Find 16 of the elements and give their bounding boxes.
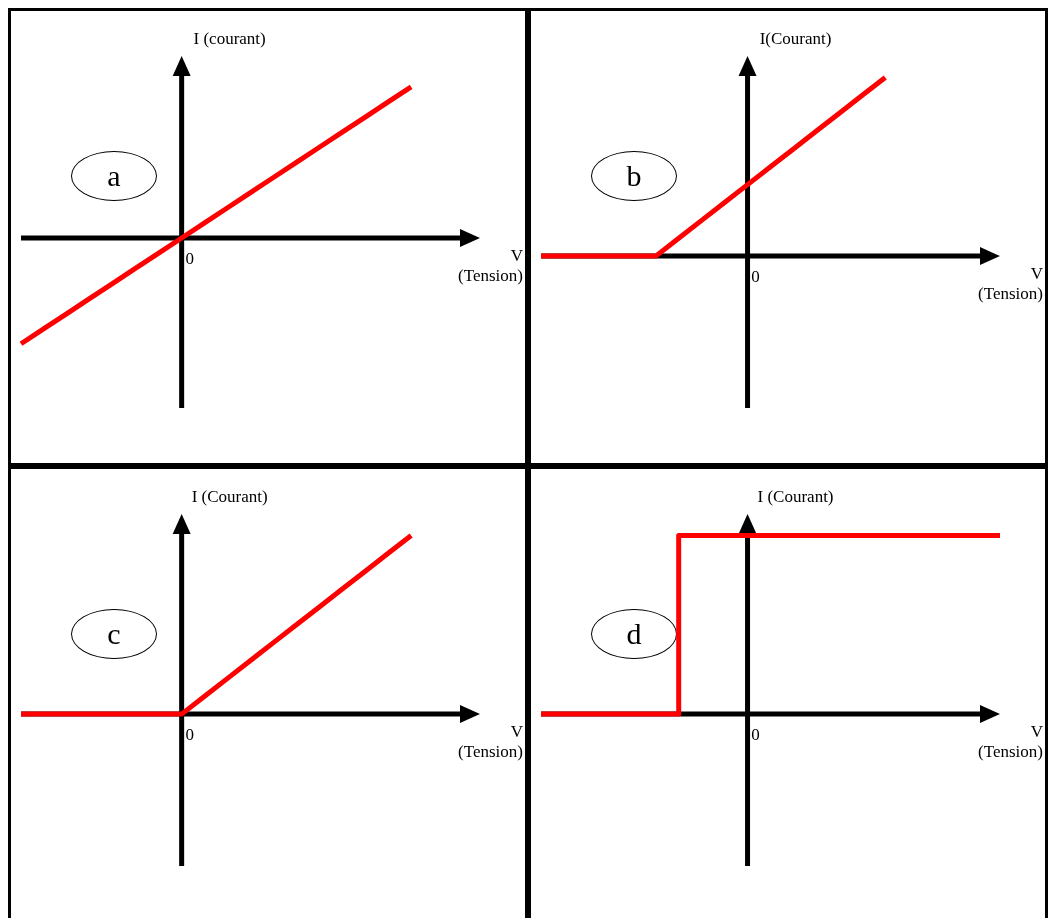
text: 0 <box>751 267 760 287</box>
text: a <box>71 151 157 201</box>
text: c <box>71 609 157 659</box>
x-axis-title: V (Tension) <box>457 245 523 286</box>
x-axis-title: V (Tension) <box>977 722 1043 763</box>
text: 0 <box>751 725 760 745</box>
y-axis-title: I(Courant) <box>759 29 832 48</box>
annotation: 0 <box>185 248 194 268</box>
y-axis-title: I (Courant) <box>191 487 268 506</box>
text: d <box>591 609 677 659</box>
x-axis-title: V (Tension) <box>457 722 523 763</box>
text: 0 <box>185 725 194 745</box>
y-axis-title: I (courant) <box>193 29 266 48</box>
y-axis-title: I (Courant) <box>757 487 834 506</box>
text: b <box>591 151 677 201</box>
x-axis-title: V (Tension) <box>977 264 1043 305</box>
